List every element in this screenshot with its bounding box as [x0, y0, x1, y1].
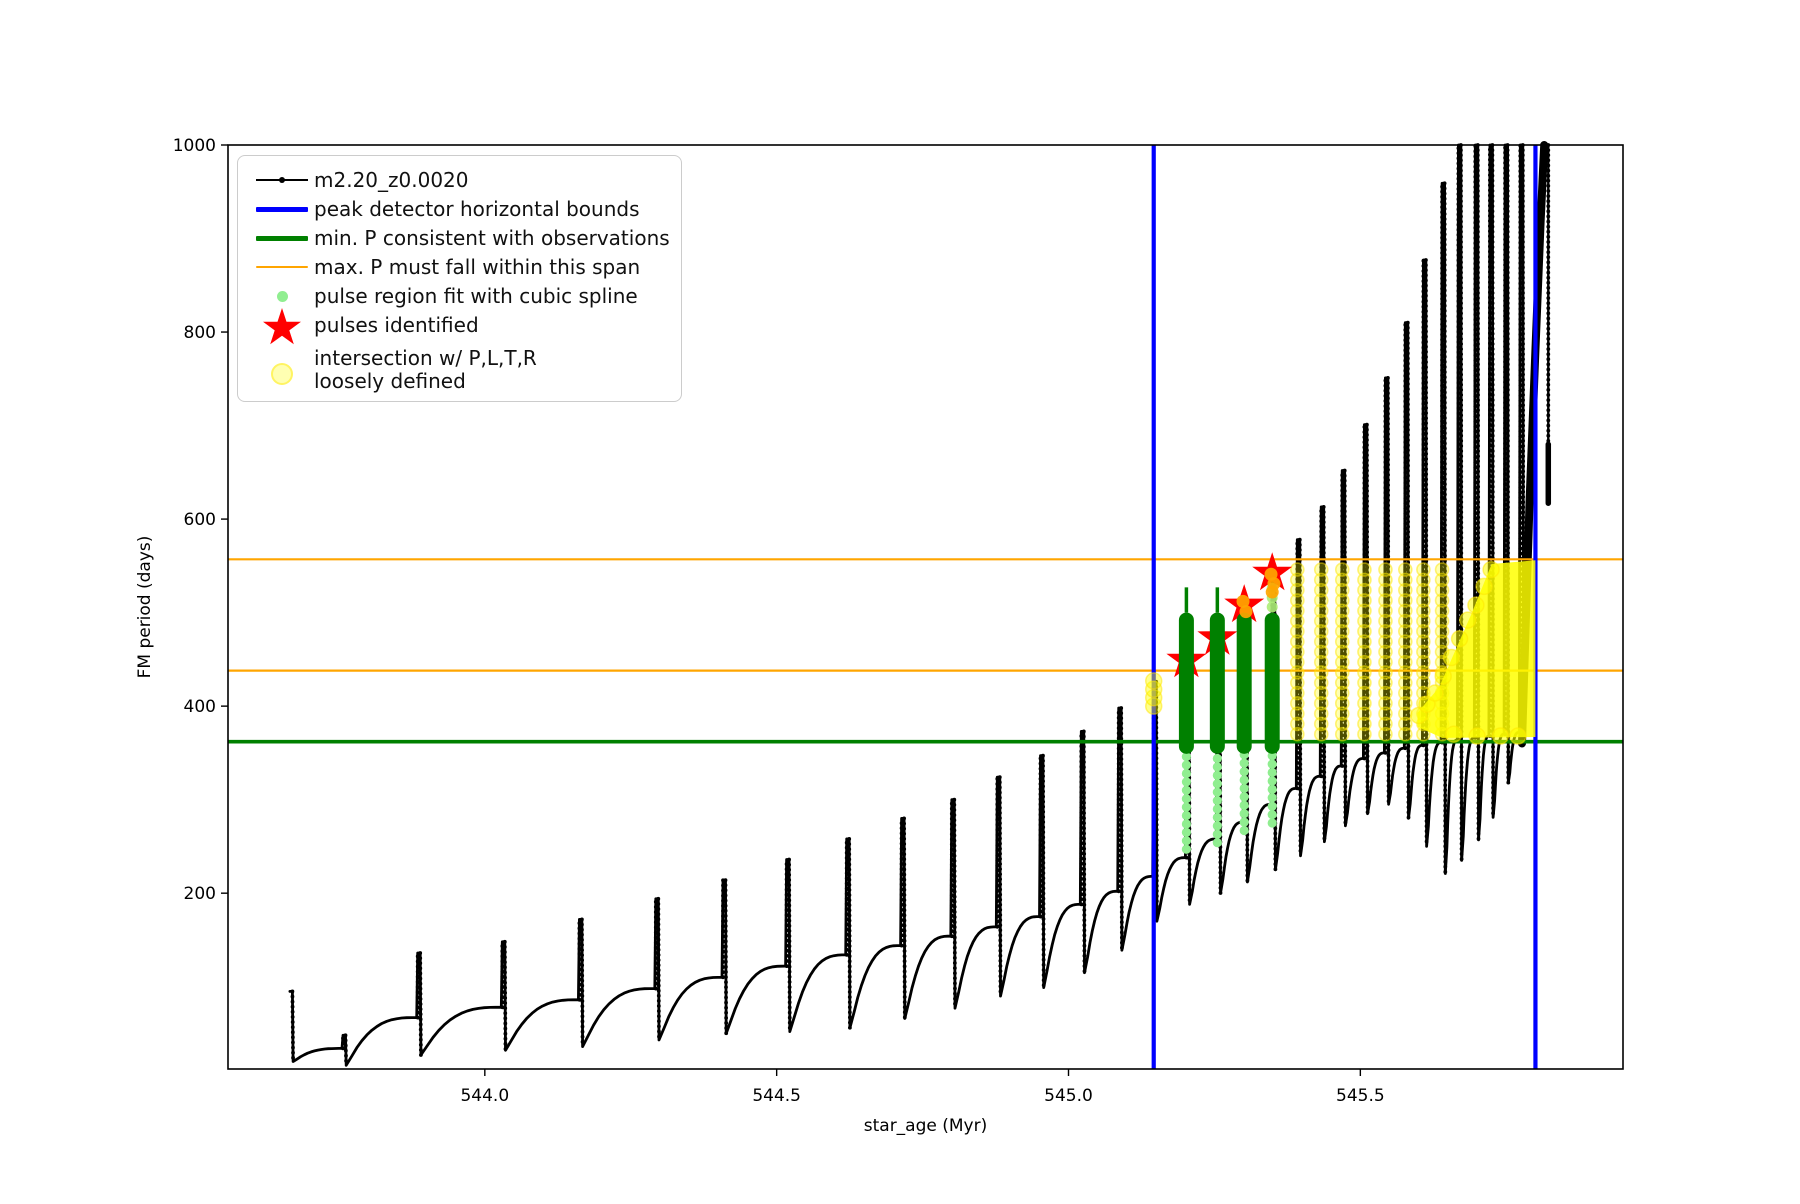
y-tick-label: 800 — [184, 323, 216, 343]
x-tick-label: 545.5 — [1336, 1086, 1385, 1106]
max-p-legend-marker-icon — [250, 266, 314, 269]
reference-lines — [228, 145, 1623, 1069]
legend-item-max-p: max. P must fall within this span — [250, 253, 667, 282]
x-tick-label: 544.0 — [460, 1086, 509, 1106]
pulse-region-legend-marker-icon — [250, 290, 314, 302]
legend-item-label: pulse region fit with cubic spline — [314, 283, 638, 308]
y-axis-label: FM period (days) — [135, 536, 155, 679]
x-axis-label: star_age (Myr) — [864, 1116, 987, 1136]
legend-item-min-p: min. P consistent with observations — [250, 224, 670, 253]
y-tick-label: 400 — [184, 697, 216, 717]
legend-item-label: min. P consistent with observations — [314, 225, 670, 250]
spline-region-dots — [1181, 582, 1278, 854]
axes: 544.0 544.5 545.0 545.5 200 400 600 800 1000 star… — [135, 136, 1624, 1136]
peak-bounds-legend-marker-icon — [250, 206, 314, 212]
green-bar — [1209, 612, 1225, 754]
green-bar — [1178, 612, 1194, 754]
legend-item-label: peak detector horizontal bounds — [314, 196, 640, 221]
legend-item-label: intersection w/ P,L,T,R loosely defined — [314, 345, 537, 393]
intersection-scatter — [1144, 560, 1536, 745]
green-bar — [1264, 612, 1280, 754]
legend-item-label: m2.20_z0.0020 — [314, 167, 469, 192]
track-legend-marker-icon — [250, 176, 314, 184]
min-p-legend-marker-icon — [250, 235, 314, 241]
legend-item-peak-bounds: peak detector horizontal bounds — [250, 195, 667, 224]
x-tick-label: 544.5 — [752, 1086, 801, 1106]
orange-dots — [1236, 567, 1281, 619]
legend-item-pulse-region: pulse region fit with cubic spline — [250, 282, 667, 311]
plot-frame — [227, 144, 1624, 1070]
legend-item-pulses: pulses identified — [250, 307, 667, 345]
green-bar — [1236, 612, 1252, 754]
legend-item-label: pulses identified — [314, 313, 479, 338]
legend-item-track: m2.20_z0.0020 — [250, 166, 667, 195]
y-tick-label: 1000 — [173, 136, 216, 156]
x-tick-label: 545.0 — [1044, 1086, 1093, 1106]
legend-item-label: max. P must fall within this span — [314, 254, 641, 279]
legend-item-intersection: intersection w/ P,L,T,R loosely defined — [250, 341, 667, 393]
pulses-legend-marker-icon — [250, 303, 314, 349]
pulse-region-bars — [1178, 587, 1280, 754]
intersection-legend-marker-icon — [250, 362, 314, 385]
intersection-dense-wedge — [1417, 560, 1536, 738]
y-tick-label: 600 — [184, 510, 216, 530]
y-tick-label: 200 — [184, 884, 216, 904]
